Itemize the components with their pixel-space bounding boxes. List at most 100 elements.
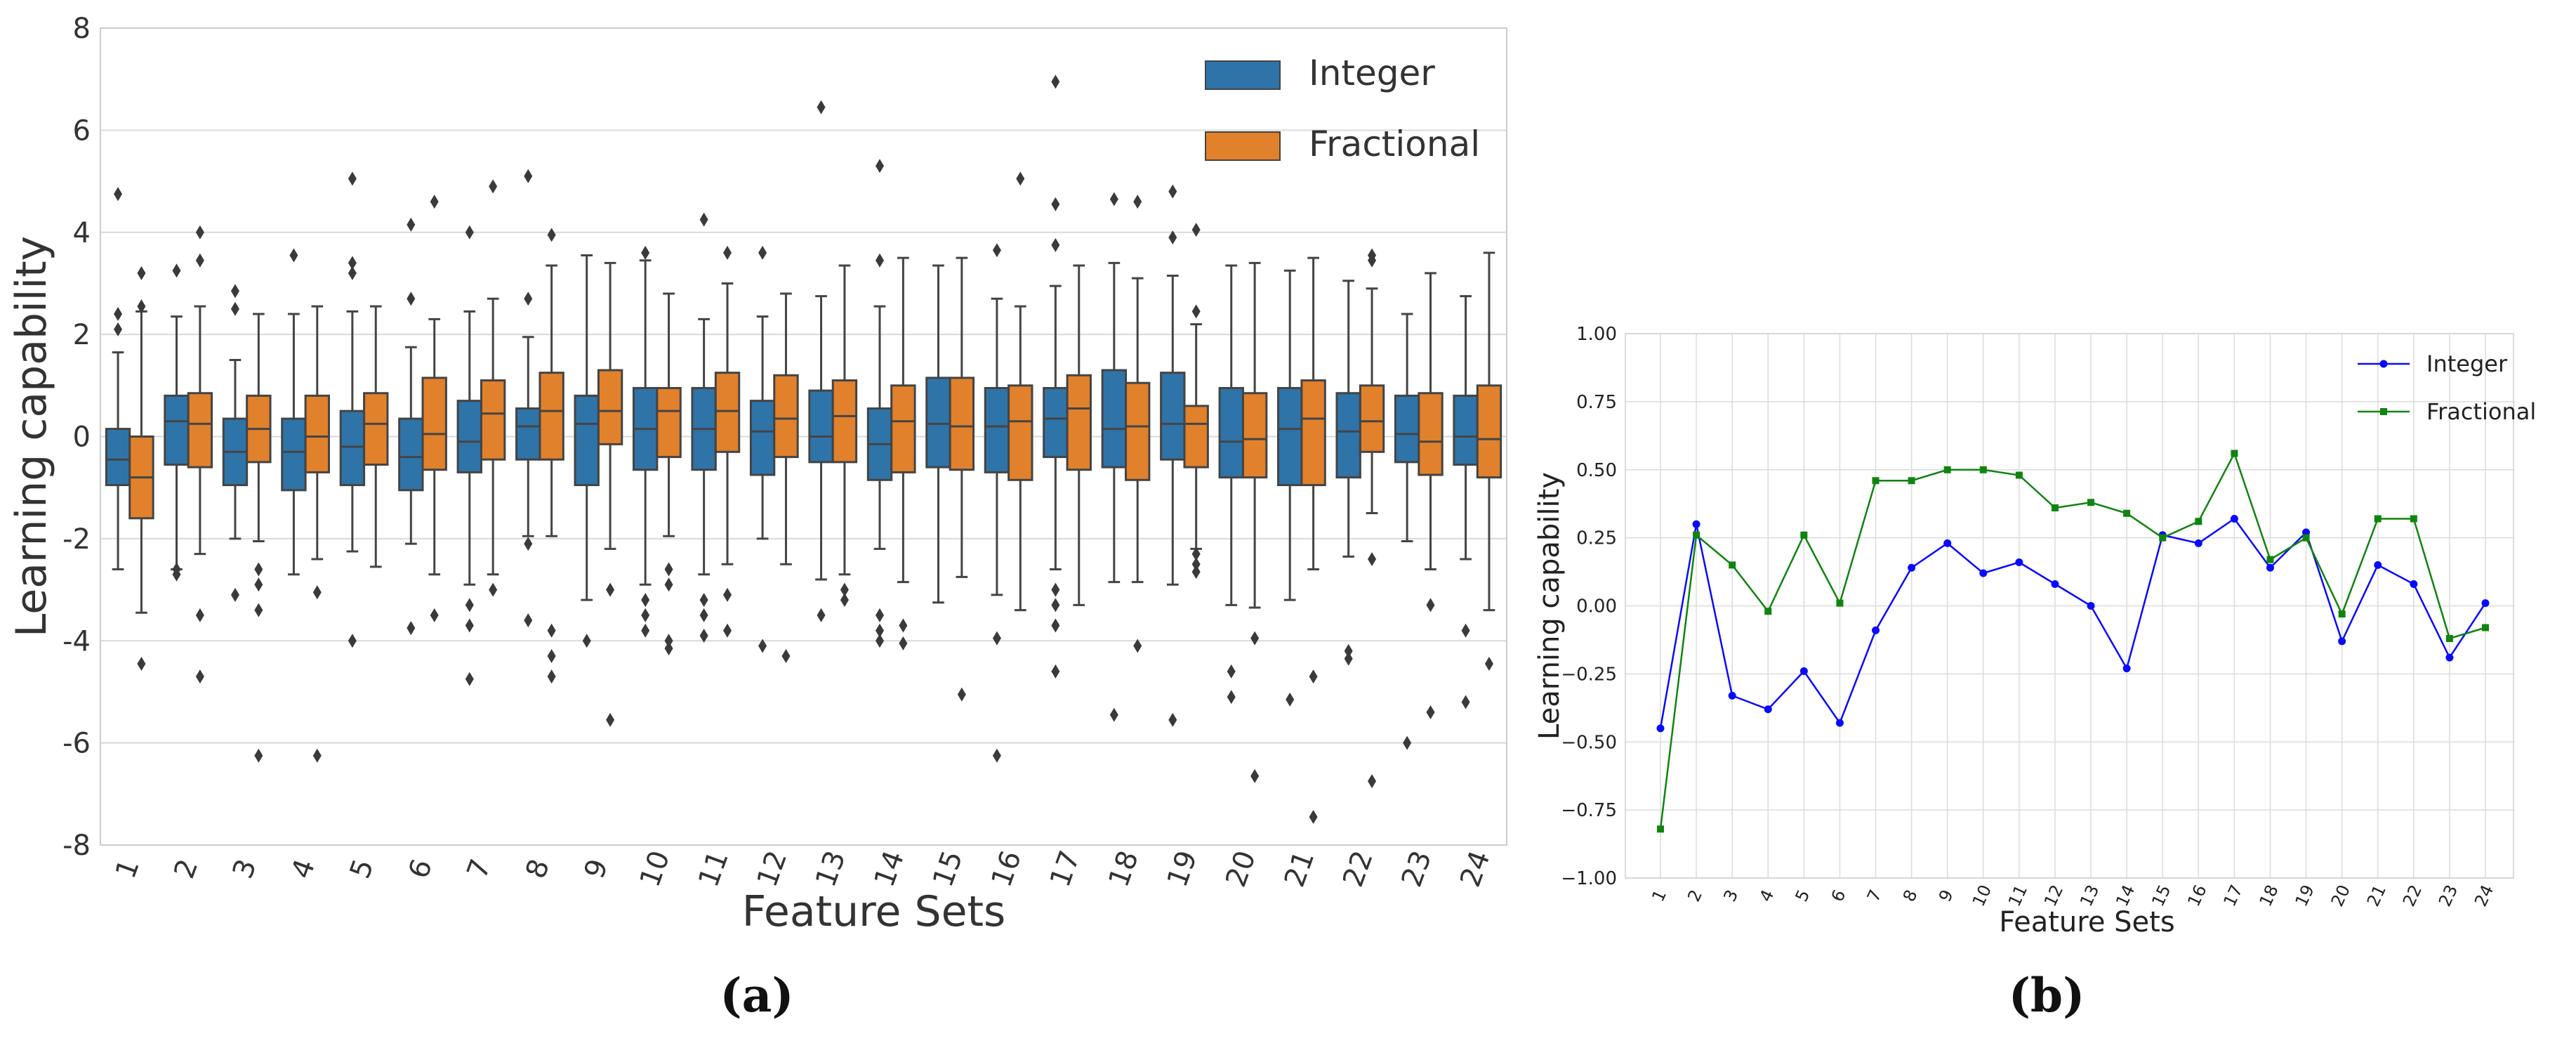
outlier-point (875, 634, 884, 648)
box-integer-3 (222, 284, 249, 602)
box-body (1300, 379, 1326, 487)
outlier-point (195, 608, 204, 622)
point-fractional-4 (1764, 608, 1772, 615)
box-fractional-11 (714, 245, 741, 638)
outlier-point (1461, 695, 1470, 709)
box-fractional-23 (1418, 272, 1444, 720)
outlier-point (840, 593, 849, 608)
outlier-point (875, 608, 884, 622)
point-integer-5 (1799, 667, 1808, 675)
box-fractional-20 (1241, 261, 1268, 783)
box-integer-5 (339, 171, 366, 648)
y-tick-label: 8 (73, 13, 91, 45)
outlier-point (817, 100, 826, 114)
box-fractional-7 (480, 179, 506, 597)
outlier-point (1168, 184, 1177, 199)
point-integer-20 (2338, 637, 2346, 646)
point-integer-4 (1764, 705, 1772, 714)
box-body (187, 392, 213, 469)
outlier-point (758, 639, 767, 653)
plot-frame (1625, 333, 2514, 879)
box-fractional-16 (1008, 171, 1033, 612)
outlier-point (1016, 171, 1025, 186)
outlier-point (348, 171, 357, 186)
box-body (749, 400, 776, 476)
box-integer-15 (925, 264, 951, 604)
box-body (363, 392, 389, 466)
box-body (597, 369, 623, 445)
outlier-point (1168, 230, 1177, 245)
point-fractional-2 (1693, 531, 1700, 539)
outlier-point (195, 669, 204, 684)
outlier-point (489, 582, 498, 597)
outlier-point (1286, 692, 1295, 707)
outlier-point (254, 562, 263, 577)
y-tick-label: 4 (73, 217, 91, 249)
outlier-point (230, 284, 239, 299)
outlier-point (465, 598, 474, 613)
box-fractional-13 (831, 264, 858, 608)
outlier-point (524, 613, 533, 628)
outlier-point (407, 292, 416, 306)
box-body (831, 379, 858, 464)
y-tick-label: -4 (62, 625, 91, 657)
point-integer-6 (1835, 719, 1844, 727)
outlier-point (254, 603, 263, 617)
outlier-point (524, 537, 533, 551)
caption-a: (a) (720, 968, 793, 1023)
legend-marker-integer (2379, 360, 2388, 368)
box-body (1160, 372, 1186, 461)
outlier-point (254, 577, 263, 592)
point-fractional-23 (2445, 635, 2453, 642)
y-tick-label: 0 (73, 421, 91, 454)
point-fractional-17 (2231, 450, 2238, 457)
outlier-point (1051, 664, 1060, 679)
point-integer-21 (2374, 561, 2382, 569)
box-integer-20 (1218, 264, 1244, 705)
point-fractional-6 (1836, 599, 1844, 607)
box-integer-10 (632, 245, 659, 638)
box-body (949, 377, 975, 471)
outlier-point (1191, 223, 1201, 237)
point-fractional-3 (1729, 561, 1736, 569)
outlier-point (1168, 712, 1177, 727)
y-axis-label: Learning capability (1533, 472, 1566, 740)
x-axis-label: Feature Sets (742, 887, 1006, 936)
y-tick-label: −0.50 (1561, 732, 1617, 753)
y-tick-label: -6 (62, 728, 91, 760)
legend-swatch-integer (1205, 60, 1281, 90)
box-fractional-12 (773, 292, 799, 664)
box-fractional-2 (187, 225, 213, 684)
x-axis-label: Feature Sets (1999, 906, 2174, 938)
box-body (281, 417, 307, 492)
point-fractional-18 (2266, 556, 2274, 563)
outlier-point (1051, 237, 1060, 252)
point-integer-8 (1908, 563, 1916, 572)
outlier-point (195, 253, 204, 268)
box-fractional-1 (128, 266, 154, 671)
point-fractional-8 (1908, 477, 1915, 485)
point-fractional-19 (2302, 534, 2310, 542)
outlier-point (348, 634, 357, 648)
outlier-point (230, 587, 239, 602)
box-fractional-18 (1125, 195, 1151, 653)
point-integer-10 (1979, 569, 1988, 577)
box-body (1418, 392, 1444, 476)
legend-label-integer: Integer (2426, 351, 2508, 377)
legend-label-fractional: Fractional (1309, 124, 1480, 164)
outlier-point (1403, 735, 1412, 750)
point-fractional-7 (1872, 477, 1880, 485)
box-integer-2 (164, 263, 190, 582)
y-tick-label: 2 (73, 319, 91, 351)
outlier-point (699, 608, 708, 622)
plot-frame (100, 27, 1507, 846)
outlier-point (582, 634, 591, 648)
point-fractional-20 (2338, 610, 2346, 618)
outlier-point (289, 248, 298, 263)
box-fractional-6 (421, 195, 447, 622)
box-fractional-19 (1183, 223, 1209, 580)
outlier-point (699, 212, 708, 227)
box-fractional-17 (1066, 264, 1092, 606)
